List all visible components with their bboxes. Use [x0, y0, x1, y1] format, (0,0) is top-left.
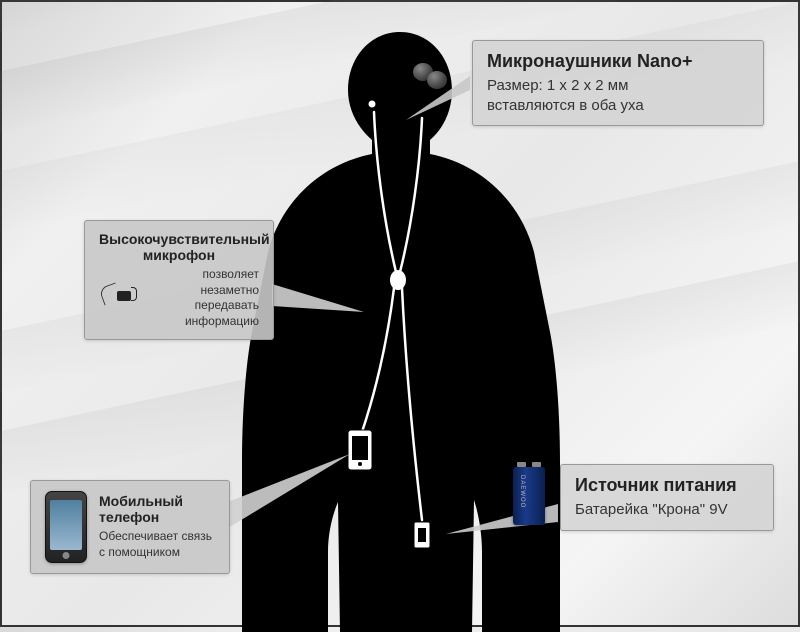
earpieces-desc-2: вставляются в оба уха [487, 96, 749, 116]
microphone-desc-2: передавать информацию [145, 298, 259, 329]
phone-icon [45, 491, 87, 563]
microphone-desc-1: позволяет незаметно [145, 267, 259, 298]
battery-title: Источник питания [575, 475, 759, 496]
earpieces-desc-1: Размер: 1 х 2 х 2 мм [487, 76, 749, 96]
earpieces-title: Микронаушники Nano+ [487, 51, 749, 72]
callout-microphone: Высокочувствительный микрофон позволяет … [84, 220, 274, 340]
callout-battery: DAEWOO Источник питания Батарейка "Крона… [560, 464, 774, 531]
phone-desc-1: Обеспечивает связь [99, 529, 215, 545]
battery-desc-1: Батарейка "Крона" 9V [575, 500, 759, 520]
phone-title: Мобильный телефон [99, 493, 215, 525]
battery-icon: DAEWOO [513, 467, 545, 525]
microphone-icon [99, 283, 139, 313]
callout-phone: Мобильный телефон Обеспечивает связь с п… [30, 480, 230, 574]
ear-indicator [369, 101, 376, 108]
earpiece-icon [427, 71, 447, 89]
microphone-title: Высокочувствительный микрофон [99, 231, 259, 263]
callout-earpieces: Микронаушники Nano+ Размер: 1 х 2 х 2 мм… [472, 40, 764, 126]
phone-desc-2: с помощником [99, 545, 215, 561]
